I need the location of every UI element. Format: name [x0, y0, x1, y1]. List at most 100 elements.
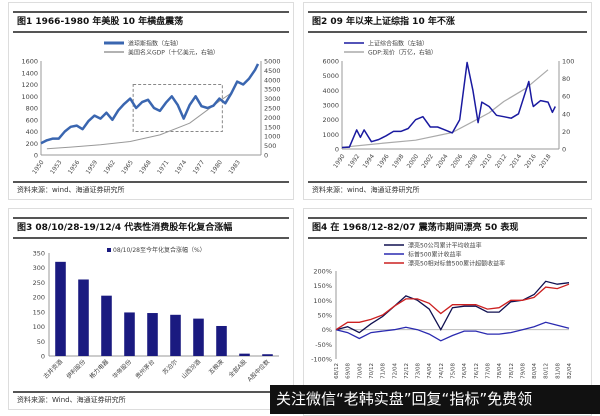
y2-tick-label: 3000 [264, 95, 281, 103]
y-tick-label: 300 [33, 264, 45, 272]
y-tick-label: 3000 [322, 102, 339, 110]
x-tick-label: 1992 [347, 153, 362, 170]
bar [78, 279, 89, 356]
x-tick-label: 1968 [138, 159, 153, 176]
x-tick-label: 70/04 [357, 363, 363, 379]
x-tick-label: 2000 [406, 153, 421, 170]
bar [101, 296, 112, 356]
x-tick-label: 2004 [435, 153, 450, 170]
series-line-1 [342, 70, 548, 148]
bar [193, 319, 204, 356]
x-tick-label: 1998 [391, 153, 406, 170]
x-tick-label: 72/04 [392, 363, 398, 379]
x-tick-label: 1950 [31, 159, 46, 176]
bar [55, 262, 66, 356]
bar [147, 313, 158, 356]
y-tick-label: 400 [26, 128, 38, 136]
y-tick-label: 0 [41, 353, 45, 361]
legend-label: 08/10/28至今年化复合涨幅（%） [113, 246, 206, 254]
bar [124, 312, 135, 356]
legend-label: 上证综合指数（左轴） [368, 40, 428, 48]
x-tick-label: 78/12 [509, 363, 515, 379]
y-tick-label: 350 [33, 250, 45, 258]
x-tick-label: 2018 [538, 153, 553, 170]
legend-label: 道琼斯指数（左轴） [128, 40, 182, 48]
y2-tick-label: 80 [562, 75, 570, 83]
x-tick-label: 72/12 [404, 363, 410, 379]
y-tick-label: 200 [33, 294, 45, 302]
series-line-1 [47, 93, 231, 149]
y2-tick-label: 2000 [264, 114, 281, 122]
chart2-source: 资料来源：wind、海通证券研究所 [308, 181, 587, 197]
x-tick-label: 2006 [450, 153, 465, 170]
x-tick-label: 格力电器 [88, 358, 111, 381]
x-tick-label: 76/12 [474, 363, 480, 379]
x-tick-label: 74/12 [439, 363, 445, 379]
y-tick-label: -100% [311, 356, 332, 364]
y-tick-label: 1200 [21, 81, 38, 89]
chart3-source: 资料来源：Wind、海通证券研究所 [13, 391, 289, 407]
x-tick-label: 1962 [102, 159, 117, 176]
y-tick-label: 150 [33, 308, 45, 316]
y2-tick-label: 1500 [264, 123, 281, 131]
x-tick-label: 78/04 [497, 363, 503, 379]
x-tick-label: 80/04 [532, 363, 538, 379]
y-tick-label: 6000 [322, 58, 339, 66]
x-tick-label: 79/08 [520, 363, 526, 379]
x-tick-label: 1965 [120, 159, 135, 176]
series-line-1 [336, 322, 569, 341]
x-tick-label: 74/04 [427, 363, 433, 379]
legend-label: 漂亮50公司累计平均收益率 [408, 242, 482, 250]
y2-tick-label: 5000 [264, 58, 281, 66]
x-tick-label: 81/08 [555, 363, 561, 379]
chart1-svg: 0200400600800100012001400160005001000150… [9, 3, 293, 199]
y-tick-label: 0% [322, 326, 332, 334]
y2-tick-label: 2500 [264, 105, 281, 113]
y2-tick-label: 40 [562, 110, 570, 118]
chart1-source: 资料来源：wind、海通证券研究所 [13, 181, 289, 197]
y-tick-label: 1000 [322, 131, 339, 139]
x-tick-label: 2010 [479, 153, 494, 170]
watermark-banner: 关注微信“老韩实盘”回复“指标”免费领 [270, 385, 600, 414]
x-tick-label: 73/08 [416, 363, 422, 379]
x-tick-label: 1994 [362, 153, 377, 170]
x-tick-label: 1956 [67, 159, 82, 176]
x-tick-label: 68/12 [334, 363, 340, 379]
y2-tick-label: 3500 [264, 86, 281, 94]
y-tick-label: 50 [37, 338, 45, 346]
legend-label: 漂亮50相对标普500累计超额收益率 [408, 260, 505, 268]
y-tick-label: -50% [315, 341, 332, 349]
y-tick-label: 250 [33, 279, 45, 287]
y2-tick-label: 20 [562, 128, 570, 136]
y-tick-label: 600 [26, 116, 38, 124]
y-tick-label: 2000 [322, 116, 339, 124]
x-tick-label: 2016 [523, 153, 538, 170]
chart2-svg: 0100020003000400050006000020406080100199… [304, 3, 591, 199]
x-tick-label: 1977 [192, 159, 207, 176]
chart3-svg: 050100150200250300350古井贡酒伊利股份格力电器华帝股份贵州茅… [9, 209, 293, 409]
x-tick-label: 70/12 [369, 363, 375, 379]
y-tick-label: 1600 [21, 58, 38, 66]
x-tick-label: 71/08 [381, 363, 387, 379]
bar [239, 354, 250, 356]
y-tick-label: 1400 [21, 69, 38, 77]
x-tick-label: 苏泊尔 [161, 358, 179, 376]
y-tick-label: 0 [34, 152, 38, 160]
bar [216, 326, 227, 356]
x-tick-label: 2012 [494, 153, 509, 170]
x-tick-label: 华帝股份 [111, 358, 134, 381]
series-line-0 [336, 281, 569, 332]
y-tick-label: 0 [335, 146, 339, 154]
x-tick-label: A股中位数 [246, 358, 272, 384]
series-line-0 [41, 64, 258, 143]
x-tick-label: 76/04 [462, 363, 468, 379]
y-tick-label: 5000 [322, 72, 339, 80]
series-line-0 [342, 63, 555, 148]
x-tick-label: 山西汾酒 [180, 358, 203, 381]
legend-label: GDP:现价（万亿，右轴） [368, 49, 437, 57]
x-tick-label: 80/12 [544, 363, 550, 379]
y2-tick-label: 60 [562, 93, 570, 101]
y2-tick-label: 4000 [264, 76, 281, 84]
